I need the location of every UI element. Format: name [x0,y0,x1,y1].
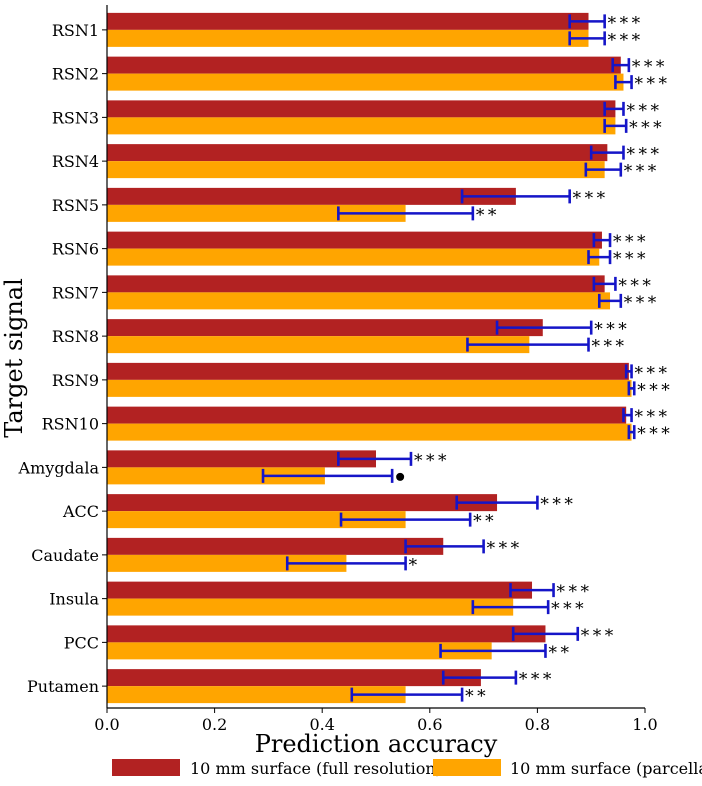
significance-marker: *** [414,451,450,471]
bar-rsn5-full-resolution [107,188,516,205]
ytick-label: Putamen [27,677,99,696]
significance-marker: *** [487,538,523,558]
significance-marker: *** [635,74,671,94]
legend-label-parcellated: 10 mm surface (parcellated) [510,759,702,778]
bar-caudate-full-resolution [107,538,443,555]
bar-rsn10-full-resolution [107,407,626,424]
bar-insula-full-resolution [107,582,532,599]
significance-marker: *** [613,249,649,269]
bar-rsn1-parcellated [107,30,589,47]
legend: 10 mm surface (full resolution) 10 mm sur… [112,759,702,778]
bar-rsn1-full-resolution [107,13,589,30]
ytick-label: RSN6 [52,240,99,259]
xtick-label: 0.2 [202,715,227,734]
xtick-label: 0.0 [94,715,119,734]
significance-marker: *** [637,424,673,444]
significance-marker: *** [637,380,673,400]
bar-rsn2-parcellated [107,74,623,91]
significance-marker: *** [624,293,660,313]
ytick-label: RSN1 [52,21,99,40]
chart-container: *** *** *** *** *** *** *** *** *** ** *** *** *** **… [0,0,702,781]
xtick-label: 0.8 [525,715,550,734]
legend-swatch-parcellated [433,759,501,776]
bar-rsn4-full-resolution [107,144,607,161]
ytick-label: RSN8 [52,327,99,346]
significance-marker: ** [465,687,489,707]
ytick-label: PCC [64,633,99,652]
significance-marker: *** [573,188,609,208]
bar-rsn9-full-resolution [107,363,629,380]
bar-rsn3-full-resolution [107,100,615,117]
bar-rsn6-full-resolution [107,232,602,249]
y-axis-label: Target signal [0,278,28,438]
ytick-label: Caudate [31,546,99,565]
x-axis-label: Prediction accuracy [255,730,498,758]
significance-marker: * [409,555,418,575]
bar-rsn2-full-resolution [107,57,621,74]
bar-putamen-full-resolution [107,669,481,686]
bar-rsn9-parcellated [107,380,632,397]
ytick-label: RSN3 [52,108,99,127]
ytick-label: RSN5 [52,196,99,215]
bar-pcc-parcellated [107,642,492,659]
bar-rsn10-parcellated [107,424,632,441]
ytick-label: RSN10 [42,415,99,434]
bar-rsn3-parcellated [107,117,615,134]
significance-marker: *** [519,670,555,690]
ytick-label: RSN7 [52,283,99,302]
significance-marker: *** [624,162,660,182]
legend-swatch-full-resolution [112,759,180,776]
ytick-label: Insula [49,590,99,609]
significance-marker: *** [629,118,665,138]
ytick-label: RSN2 [52,65,99,84]
bar-rsn4-parcellated [107,161,605,178]
significance-dot [396,473,404,481]
bar-rsn8-parcellated [107,336,529,353]
bar-rsn8-full-resolution [107,319,543,336]
significance-marker: *** [551,599,587,619]
bar-acc-full-resolution [107,494,497,511]
significance-marker: ** [548,643,572,663]
significance-marker: ** [473,512,497,532]
bar-chart: ****************************************… [0,0,702,781]
bar-rsn7-parcellated [107,292,610,309]
xtick-label: 1.0 [632,715,657,734]
ytick-label: Amygdala [18,458,100,477]
significance-marker: *** [540,495,576,515]
significance-marker: *** [608,30,644,50]
significance-marker: *** [581,626,617,646]
legend-label-full-resolution: 10 mm surface (full resolution) [190,759,442,778]
significance-marker: ** [476,205,500,225]
bar-amygdala-full-resolution [107,450,376,467]
ytick-label: ACC [62,502,99,521]
bar-insula-parcellated [107,599,513,616]
significance-marker: *** [592,337,628,357]
ytick-label: RSN9 [52,371,99,390]
bar-rsn6-parcellated [107,249,599,266]
bar-rsn7-full-resolution [107,275,605,292]
bar-pcc-full-resolution [107,625,545,642]
ytick-label: RSN4 [52,152,99,171]
